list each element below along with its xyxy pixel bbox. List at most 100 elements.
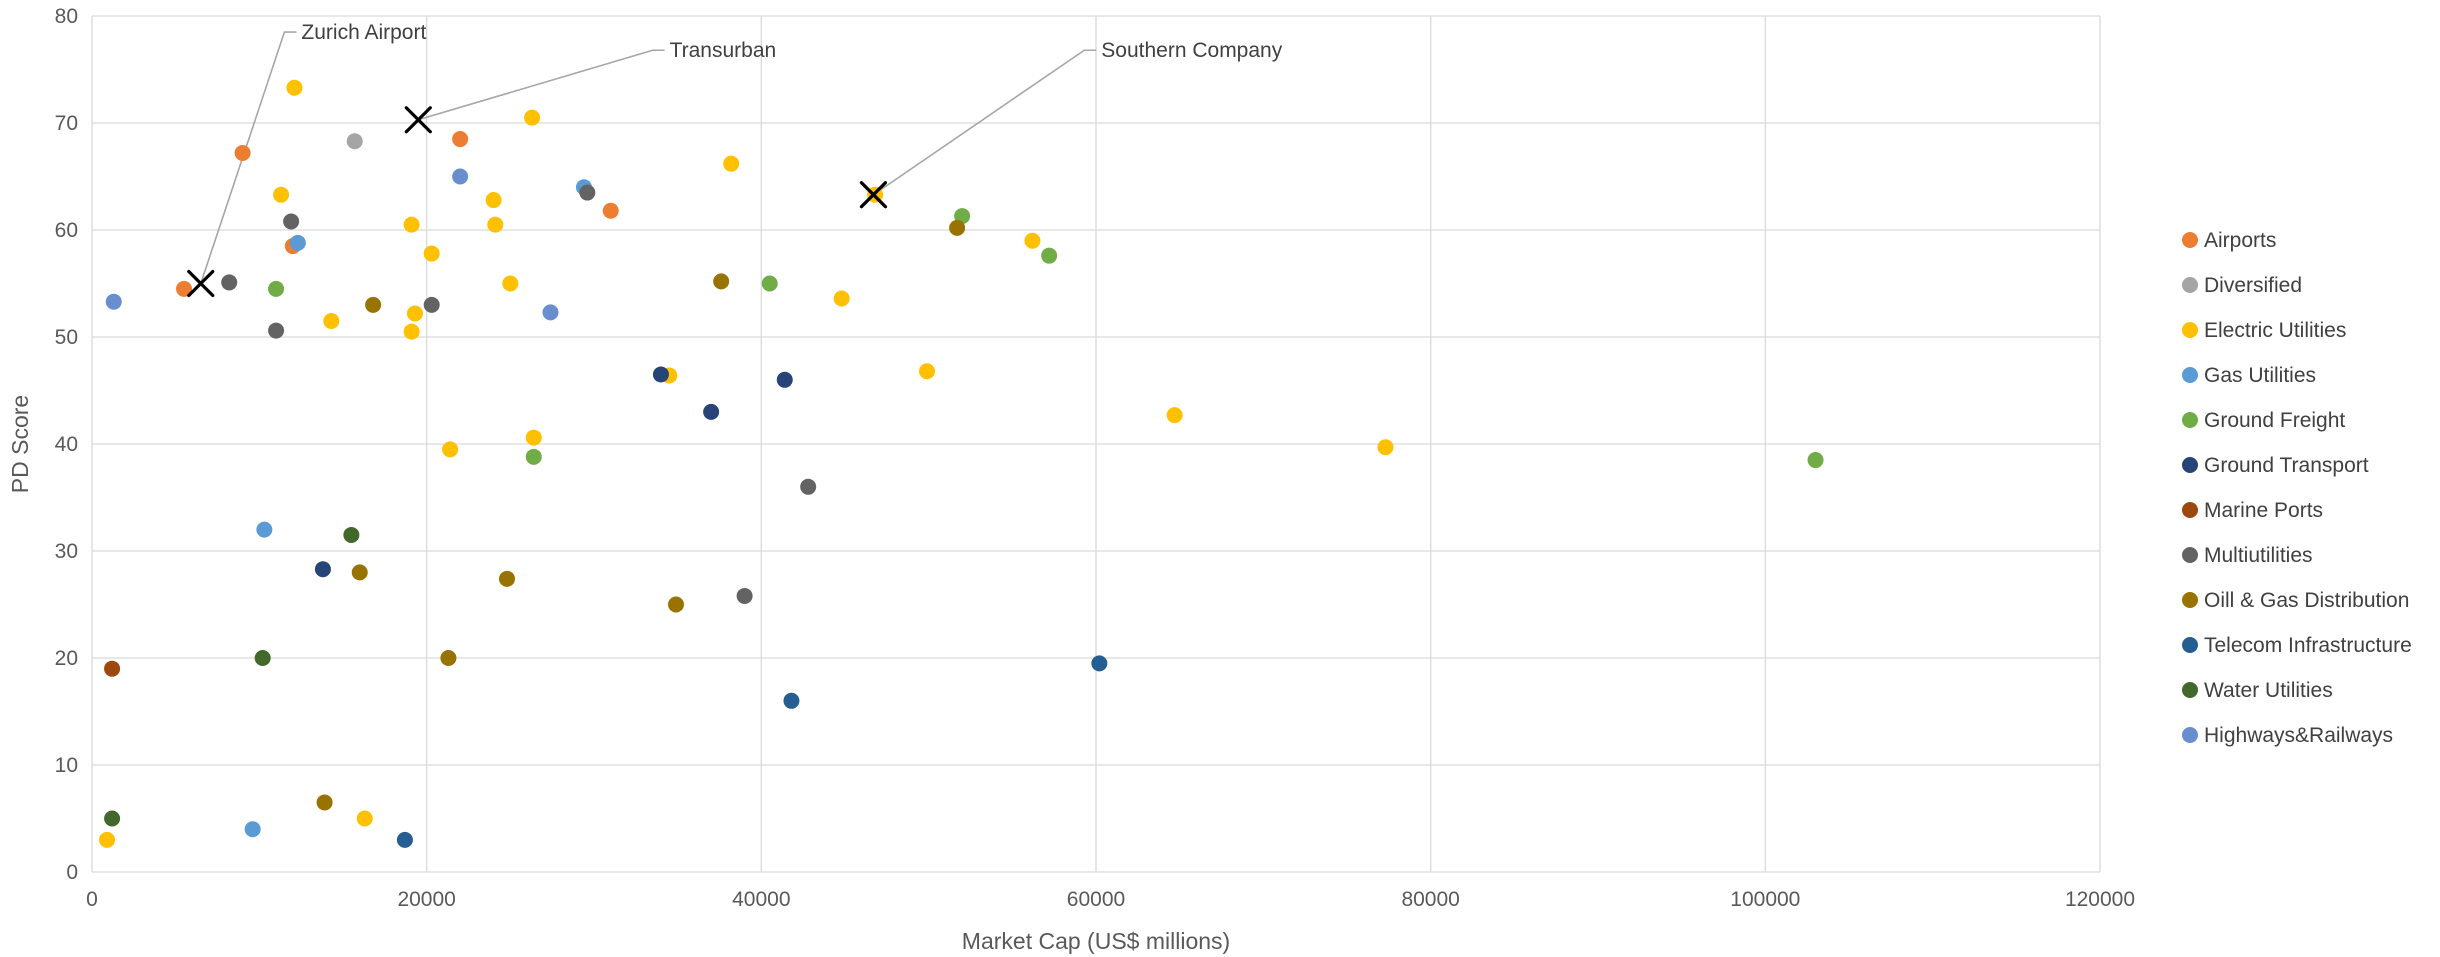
legend-label: Oill & Gas Distribution [2204,589,2409,612]
data-point [104,810,121,827]
x-tick-label: 120000 [2065,888,2135,911]
y-tick-label: 50 [55,326,78,349]
series-gas-utilities [244,179,592,838]
data-point [268,322,285,339]
data-point [105,293,122,310]
legend-swatch [2182,547,2198,563]
series-telecom-infrastructure [396,655,1108,848]
data-point [351,564,368,581]
data-point [234,144,251,161]
series-electric-utilities [99,79,1394,848]
series-ground-transport [314,366,793,578]
series-highways-railways [105,168,559,321]
legend-label: Water Utilities [2204,679,2333,702]
annotation-leader-line [200,31,297,284]
data-point [602,202,619,219]
legend-label: Gas Utilities [2204,364,2316,387]
data-point [776,371,793,388]
data-point [99,831,116,848]
legend-swatch [2182,682,2198,698]
data-point [502,275,519,292]
data-point [1377,439,1394,456]
y-tick-label: 0 [66,861,78,884]
data-point [1041,247,1058,264]
data-point [423,296,440,313]
data-point [1166,407,1183,424]
x-axis-title: Market Cap (US$ millions) [962,928,1230,954]
y-axis-title: PD Score [7,395,33,493]
highlight-x-marker [187,269,215,298]
annotation-leader-line [872,49,1097,196]
annotation-leaders [200,31,1097,284]
data-point [703,403,720,420]
legend-label: Electric Utilities [2204,319,2346,342]
y-tick-label: 30 [55,540,78,563]
data-point [542,304,559,321]
data-point [713,273,730,290]
data-point [723,155,740,172]
data-point [356,810,373,827]
y-tick-label: 60 [55,219,78,242]
legend-item: Telecom Infrastructure [2182,634,2412,657]
data-point [949,219,966,236]
legend-item: Highways&Railways [2182,724,2393,747]
series-ground-freight [268,208,1824,469]
data-point [289,234,306,251]
legend-item: Multiutilities [2182,544,2313,567]
legend-swatch [2182,502,2198,518]
data-point [1807,452,1824,469]
gridlines [91,15,2101,873]
legend-swatch [2182,592,2198,608]
data-point [256,521,273,538]
data-point [254,650,271,666]
data-point [283,213,300,230]
data-point [833,290,850,307]
series-marine-ports [104,660,121,677]
legend-label: Multiutilities [2204,544,2313,567]
legend-label: Airports [2204,229,2276,252]
data-point [346,133,363,150]
data-point [314,561,331,578]
highlight-markers [187,106,888,298]
data-point [452,168,469,185]
x-tick-label: 0 [86,888,98,911]
y-tick-label: 40 [55,433,78,456]
data-point [343,526,360,543]
data-point [244,821,261,838]
data-point [403,216,420,233]
data-point [440,650,457,666]
data-point [1091,655,1108,672]
legend-item: Gas Utilities [2182,364,2316,387]
legend-label: Ground Freight [2204,409,2345,432]
legend-swatch [2182,637,2198,653]
data-point [452,131,469,148]
data-point [365,296,382,313]
annotation-labels: Zurich Airport Transurban Southern Company [301,21,1282,62]
axes: 0 10 20 30 40 50 60 70 80 0 20000 40000 60000 80000 10… [55,5,2135,911]
legend-item: Oill & Gas Distribution [2182,589,2409,612]
data-point [579,184,596,201]
legend-item: Electric Utilities [2182,319,2346,342]
data-point [323,312,340,329]
data-point [487,216,504,233]
legend-swatch [2182,277,2198,293]
x-tick-label: 40000 [732,888,790,911]
data-point [403,323,420,340]
data-point [406,305,423,322]
y-tick-label: 10 [55,754,78,777]
data-point [221,274,238,291]
legend-item: Ground Transport [2182,454,2369,477]
legend-item: Ground Freight [2182,409,2345,432]
data-point [442,441,459,458]
data-point [485,192,502,209]
data-point [652,366,669,383]
legend-item: Airports [2182,229,2276,252]
data-point [800,478,817,495]
data-point [918,363,935,380]
data-point [273,186,290,203]
data-point [524,109,541,126]
highlight-x-marker [859,181,888,209]
legend-label: Highways&Railways [2204,724,2393,747]
data-point [761,275,778,292]
